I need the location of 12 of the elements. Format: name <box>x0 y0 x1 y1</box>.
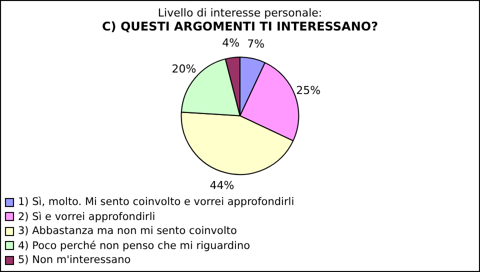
legend-label: 3) Abbastanza ma non mi sento coinvolto <box>18 224 237 238</box>
legend-label: 1) Sì, molto. Mi sento coinvolto e vorrei approfondirli <box>18 195 294 210</box>
legend-label: 4) Poco perché non penso che mi riguardino <box>18 238 250 253</box>
chart-subtitle: C) QUESTI ARGOMENTI TI INTERESSANO? <box>102 20 378 34</box>
data-label: 7% <box>247 38 265 51</box>
data-label: 20% <box>172 62 196 76</box>
data-label: 44% <box>210 179 234 192</box>
data-label: 25% <box>296 84 321 98</box>
data-label: 4% <box>222 36 240 50</box>
legend-label: 2) Sì e vorrei approfondirli <box>18 210 156 224</box>
legend-label: 5) Non m'interessano <box>18 253 131 268</box>
chart-title: Livello di interesse personale: <box>158 6 322 20</box>
